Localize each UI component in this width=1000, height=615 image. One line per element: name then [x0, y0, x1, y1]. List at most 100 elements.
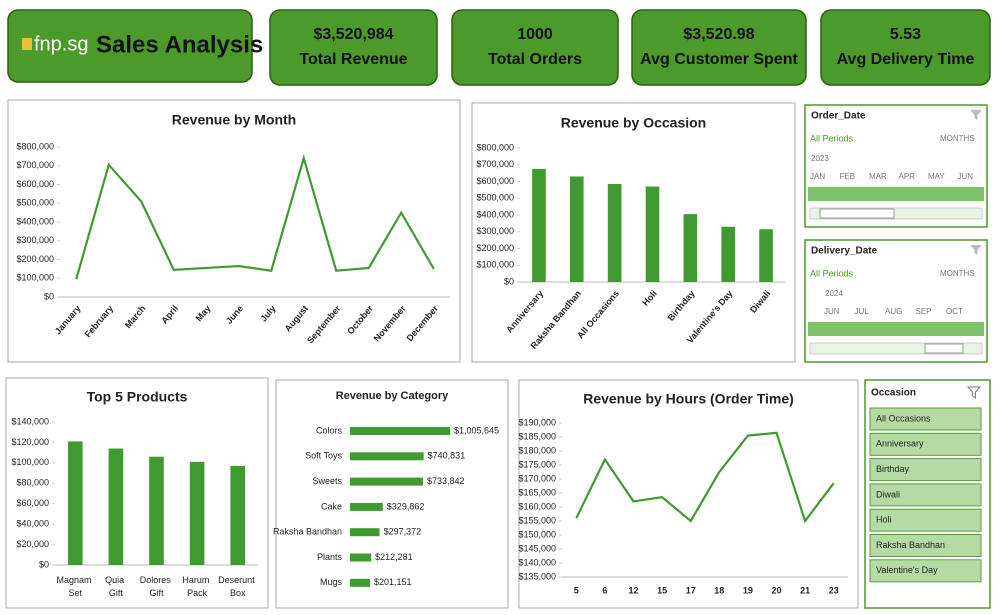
category-label: Sweets: [312, 476, 342, 486]
slicer-item[interactable]: [869, 432, 982, 456]
y-tick-label: $60,000: [16, 498, 49, 508]
y-tick-label: $400,000: [16, 216, 54, 226]
kpi-card: [820, 9, 991, 86]
y-tick-label: $140,000: [518, 557, 556, 567]
timeline-band[interactable]: [808, 187, 984, 201]
data-label: $329,862: [387, 501, 425, 511]
bar: [350, 452, 424, 461]
filter-icon[interactable]: [966, 386, 982, 399]
chart-panel: [471, 102, 796, 363]
x-tick-label: 15: [657, 585, 667, 595]
y-tick-label: $135,000: [518, 571, 556, 581]
kpi-value: 1000: [517, 26, 553, 43]
y-tick-label: $165,000: [518, 487, 556, 497]
filter-icon[interactable]: [970, 110, 982, 120]
slicer-month[interactable]: JUL: [855, 307, 870, 316]
y-tick-label: $160,000: [518, 501, 556, 511]
x-tick-label: 19: [743, 585, 753, 595]
bar: [350, 578, 371, 587]
y-tick-label: $120,000: [11, 437, 49, 447]
chart-panel: [7, 99, 461, 363]
slicer-title: Delivery_Date: [811, 246, 878, 257]
y-tick-label: $300,000: [476, 226, 514, 236]
slicer-item-label[interactable]: All Occasions: [876, 413, 931, 423]
slicer-month[interactable]: APR: [899, 172, 916, 181]
slicer-item[interactable]: [869, 534, 982, 557]
y-tick-label: $190,000: [518, 417, 556, 427]
scroll-thumb[interactable]: [819, 208, 895, 219]
x-tick-label: 17: [686, 585, 696, 595]
bar: [569, 176, 584, 282]
slicer-month[interactable]: JUN: [824, 307, 840, 316]
category-label: Plants: [317, 552, 343, 562]
slicer-item-label[interactable]: Anniversary: [876, 439, 924, 449]
scrollbar[interactable]: [809, 207, 983, 220]
data-label: $1,005,645: [454, 425, 499, 435]
slicer-item[interactable]: [869, 559, 982, 583]
bar: [350, 553, 372, 562]
data-label: $733,842: [427, 476, 465, 486]
kpi-label: Avg Customer Spent: [640, 51, 798, 68]
slicer-item[interactable]: [869, 458, 982, 482]
slicer-level[interactable]: MONTHS: [940, 269, 975, 278]
slicer-item-label[interactable]: Raksha Bandhan: [876, 540, 945, 550]
x-tick-label: 20: [771, 585, 781, 595]
y-tick-label: $600,000: [476, 176, 514, 186]
y-tick-label: $20,000: [16, 539, 49, 549]
x-tick-label: 23: [829, 585, 839, 595]
y-tick-label: $175,000: [518, 459, 556, 469]
slicer-item[interactable]: [869, 508, 982, 532]
kpi-value: 5.53: [890, 26, 921, 43]
bar: [230, 465, 246, 565]
kpi-label: Avg Delivery Time: [837, 51, 975, 68]
line: [75, 154, 435, 280]
slicer-month[interactable]: AUG: [885, 307, 902, 316]
y-tick-label: $600,000: [16, 179, 54, 189]
x-tick-label: Magnam Set: [57, 575, 95, 598]
slicer-item-label[interactable]: Birthday: [876, 464, 910, 474]
slicer-item[interactable]: [869, 483, 982, 507]
filter-icon[interactable]: [970, 245, 982, 255]
slicer-month[interactable]: FEB: [840, 172, 856, 181]
slicer-month[interactable]: MAY: [928, 172, 945, 181]
x-tick-label: Dolores Gift: [140, 575, 174, 598]
slicer-item[interactable]: [869, 407, 982, 431]
logo-card: [7, 9, 253, 83]
x-tick-label: Quia Gift: [105, 575, 127, 598]
slicer-level[interactable]: MONTHS: [940, 134, 975, 143]
slicer-month[interactable]: JUN: [958, 172, 974, 181]
kpi-card: [631, 9, 807, 86]
slicer-month[interactable]: JAN: [810, 172, 825, 181]
y-tick-label: $170,000: [518, 473, 556, 483]
y-tick-label: $800,000: [16, 141, 54, 151]
slicer-item-label[interactable]: Holi: [876, 515, 892, 525]
y-tick-label: $155,000: [518, 515, 556, 525]
bar: [350, 427, 450, 435]
scroll-thumb[interactable]: [924, 343, 964, 354]
category-label: Cake: [321, 501, 342, 511]
bar: [607, 184, 622, 282]
timeline-band[interactable]: [808, 322, 984, 336]
x-tick-label: 21: [800, 585, 810, 595]
bar: [350, 477, 423, 486]
dashboard-title: Sales Analysis: [96, 31, 263, 58]
kpi-card: [269, 9, 438, 86]
kpi-label: Total Revenue: [299, 51, 407, 68]
bar: [350, 502, 383, 511]
slicer-month[interactable]: SEP: [916, 307, 932, 316]
slicer-item-label[interactable]: Diwali: [876, 489, 900, 499]
y-tick-label: $100,000: [476, 260, 514, 270]
slicer-title: Occasion: [871, 388, 916, 399]
bar: [67, 441, 83, 565]
chart-title: Top 5 Products: [87, 389, 188, 405]
chart-panel: [5, 377, 269, 609]
chart-panel: [275, 379, 509, 609]
slicer-month[interactable]: MAR: [869, 172, 887, 181]
chart-panel: [518, 379, 859, 609]
scrollbar[interactable]: [809, 342, 983, 355]
slicer-item-label[interactable]: Valentine's Day: [876, 565, 938, 575]
slicer-month[interactable]: OCT: [946, 307, 963, 316]
y-tick-label: $100,000: [11, 457, 49, 467]
y-tick-label: $300,000: [16, 235, 54, 245]
kpi-value: $3,520.98: [683, 26, 754, 43]
